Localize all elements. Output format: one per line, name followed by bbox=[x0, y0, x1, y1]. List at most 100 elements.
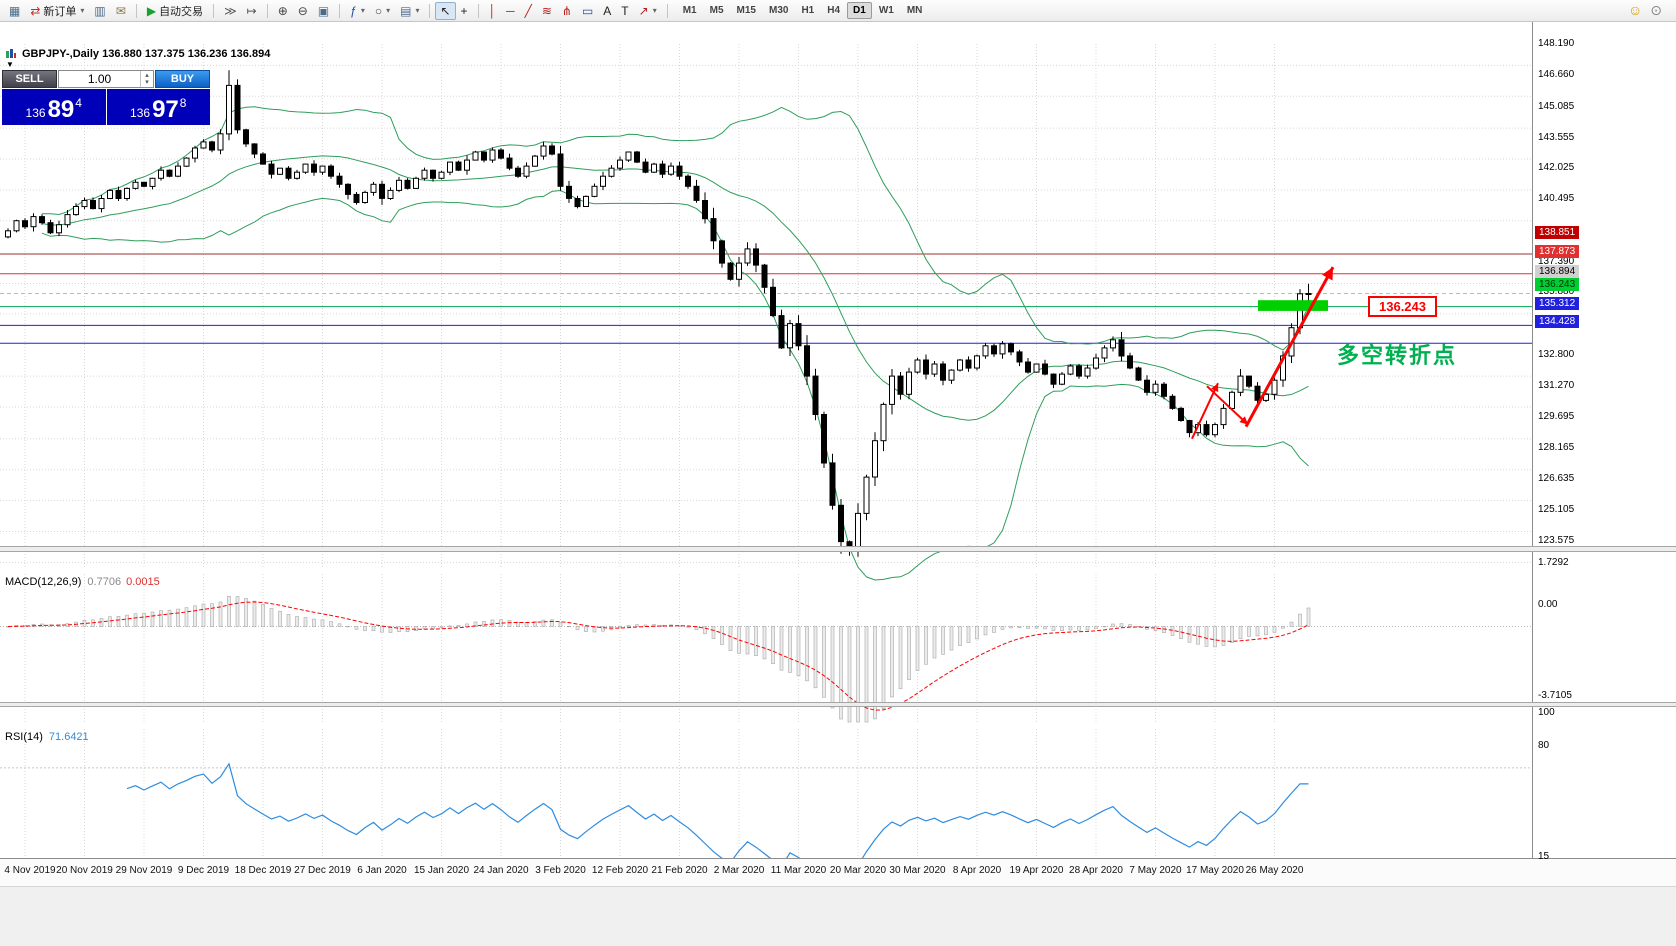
periods-icon[interactable]: ○ ▾ bbox=[370, 2, 395, 20]
time-axis-label: 15 Jan 2020 bbox=[413, 865, 470, 876]
trendline-icon[interactable]: ╱ bbox=[520, 2, 537, 20]
timeframe-m30[interactable]: M30 bbox=[768, 5, 789, 16]
arrows-icon-glyph: ↗ bbox=[638, 3, 649, 18]
auto-scroll-icon[interactable]: ≫ bbox=[219, 2, 242, 20]
scale-label: 142.025 bbox=[1538, 162, 1575, 174]
timeframe-d1[interactable]: D1 bbox=[847, 2, 872, 19]
channel-icon[interactable]: ≋ bbox=[537, 2, 557, 20]
timeframe-m5[interactable]: M5 bbox=[709, 5, 724, 16]
time-axis-label: 7 May 2020 bbox=[1129, 865, 1182, 876]
buy-button[interactable]: BUY bbox=[155, 70, 210, 88]
trend-arrow-3[interactable] bbox=[1244, 266, 1335, 428]
community-chat-icon[interactable]: ☺ bbox=[1627, 2, 1643, 18]
chart-window: GBPJPY-,Daily 136.880 137.375 136.236 13… bbox=[0, 22, 1676, 886]
indicators-icon[interactable]: ƒ ▾ bbox=[345, 2, 370, 20]
scale-label: 100 bbox=[1538, 706, 1555, 718]
volume-value[interactable]: 1.00 bbox=[87, 72, 112, 86]
panel-splitter-rsi[interactable] bbox=[0, 702, 1676, 707]
volume-spinner[interactable]: ▴ ▾ bbox=[140, 71, 153, 87]
time-axis-label: 2 Mar 2020 bbox=[713, 865, 765, 876]
timeframe-w1[interactable]: W1 bbox=[878, 5, 894, 16]
timeframe-toolbar: M1 M5 M15 M30 H1 H4 D1 W1 MN bbox=[677, 2, 929, 19]
timeframe-mn[interactable]: MN bbox=[906, 5, 923, 16]
arrows-icon[interactable]: ↗ ▾ bbox=[634, 2, 662, 20]
one-click-trading-panel: SELL 1.00 ▴ ▾ BUY 136 89 4 136 97 8 bbox=[2, 70, 210, 125]
price-callout-label[interactable]: 136.243 bbox=[1368, 296, 1437, 317]
shapes-icon[interactable]: ▭ bbox=[577, 2, 598, 20]
volume-up-icon[interactable]: ▴ bbox=[145, 72, 149, 79]
time-axis-label: 27 Dec 2019 bbox=[294, 865, 351, 876]
chart-window-icon[interactable]: ▥ bbox=[89, 2, 110, 20]
chart-shift-icon[interactable]: ↦ bbox=[242, 2, 262, 20]
buy-price-prefix: 136 bbox=[130, 106, 151, 120]
volume-field[interactable]: 1.00 ▴ ▾ bbox=[58, 70, 154, 88]
time-axis-label: 9 Dec 2019 bbox=[177, 865, 230, 876]
price-scale[interactable]: 148.190 146.660 145.085 143.555 142.025 140.4… bbox=[1532, 22, 1676, 862]
timeframe-h4[interactable]: H4 bbox=[827, 5, 841, 16]
buy-price-pip: 8 bbox=[179, 96, 187, 110]
zoom-out-icon-glyph: ⊖ bbox=[297, 3, 308, 18]
zoom-out-icon[interactable]: ⊖ bbox=[293, 2, 313, 20]
chart-shift-icon-glyph: ↦ bbox=[246, 3, 257, 18]
cursor-icon[interactable]: ↖ bbox=[435, 1, 456, 20]
scale-label: 125.105 bbox=[1538, 504, 1575, 515]
toolbar-separator bbox=[266, 3, 268, 18]
timeframe-m15[interactable]: M15 bbox=[736, 5, 756, 16]
one-click-collapse-icon[interactable]: ▼ bbox=[6, 60, 14, 69]
chart-ohlc-header: GBPJPY-,Daily 136.880 137.375 136.236 13… bbox=[5, 48, 270, 60]
scale-label: 129.695 bbox=[1538, 411, 1575, 423]
chart-plot[interactable] bbox=[0, 44, 1532, 908]
scale-label: 140.495 bbox=[1538, 193, 1575, 205]
periods-icon-glyph: ○ bbox=[374, 3, 383, 18]
text-label-icon[interactable]: T bbox=[616, 2, 633, 20]
volume-down-icon[interactable]: ▾ bbox=[145, 79, 149, 86]
mail-icon[interactable]: ✉ bbox=[111, 2, 131, 20]
trend-arrow-2[interactable] bbox=[1206, 385, 1249, 426]
turning-point-label[interactable]: 多空转折点 bbox=[1337, 343, 1458, 368]
timeframe-h1[interactable]: H1 bbox=[801, 5, 815, 16]
timeframe-m1[interactable]: M1 bbox=[682, 5, 697, 16]
fibonacci-icon[interactable]: ⋔ bbox=[557, 2, 577, 20]
rsi-line bbox=[126, 762, 1309, 879]
crosshair-icon[interactable]: + bbox=[456, 2, 473, 20]
chart-window-icon-glyph: ▥ bbox=[94, 3, 106, 18]
sell-price-pip: 4 bbox=[75, 96, 82, 110]
time-axis-label: 3 Feb 2020 bbox=[535, 865, 586, 876]
help-search-icon[interactable]: ⊙ bbox=[1650, 2, 1662, 18]
shapes-icon-glyph: ▭ bbox=[581, 3, 594, 18]
time-axis-label: 20 Nov 2019 bbox=[56, 865, 113, 876]
rsi-name: RSI(14) bbox=[5, 731, 43, 743]
text-icon[interactable]: A bbox=[598, 2, 616, 20]
scale-label: 128.165 bbox=[1538, 442, 1575, 454]
time-axis[interactable]: 4 Nov 2019 20 Nov 2019 29 Nov 2019 9 Dec 20… bbox=[0, 858, 1676, 886]
panel-splitter-macd[interactable] bbox=[0, 546, 1676, 552]
buy-price-big: 97 bbox=[152, 96, 179, 123]
new-order-button[interactable]: ⇄ 新订单 ▾ bbox=[25, 2, 89, 20]
time-axis-label: 18 Dec 2019 bbox=[234, 865, 292, 876]
sell-button[interactable]: SELL bbox=[2, 70, 57, 88]
new-order-button-icon: ⇄ bbox=[30, 3, 41, 18]
charts-grid-icon[interactable]: ▦ bbox=[4, 2, 25, 20]
main-toolbar: ▦ ⇄ 新订单 ▾ ▥ ✉ ▶ 自动交易 ≫ ↦ ⊕ ⊖ ▣ ƒ ▾ ○ ▾ ▤ ▾ ↖ + │ ─ ╱ ≋ ⋔ ▭ A T ↗ ▾ M1 M5… bbox=[0, 0, 1676, 22]
macd-histogram bbox=[6, 595, 1311, 723]
macd-indicator-header: MACD(12,26,9) 0.7706 0.0015 bbox=[5, 576, 160, 588]
time-axis-label: 12 Feb 2020 bbox=[591, 865, 649, 876]
time-axis-label: 19 Apr 2020 bbox=[1009, 865, 1064, 876]
cursor-icon-glyph: ↖ bbox=[440, 3, 451, 18]
templates-icon[interactable]: ▤ ▾ bbox=[395, 2, 424, 20]
tile-windows-icon[interactable]: ▣ bbox=[313, 2, 334, 20]
zoom-in-icon[interactable]: ⊕ bbox=[273, 2, 293, 20]
scale-label: 15 bbox=[1538, 850, 1550, 862]
horizontal-line-icon[interactable]: ─ bbox=[501, 2, 520, 20]
scale-label: 123.575 bbox=[1538, 534, 1575, 546]
auto-trading-button-label: 自动交易 bbox=[159, 5, 204, 18]
sell-price-display[interactable]: 136 89 4 bbox=[2, 89, 106, 125]
highlight-zone-rect[interactable] bbox=[1258, 300, 1328, 311]
vertical-line-icon[interactable]: │ bbox=[484, 2, 502, 20]
price-tag-136.243: 136.243 bbox=[1535, 278, 1580, 292]
buy-price-display[interactable]: 136 97 8 bbox=[106, 89, 210, 125]
sell-price-big: 89 bbox=[47, 96, 75, 123]
time-axis-label: 26 May 2020 bbox=[1245, 865, 1304, 876]
time-axis-label: 8 Apr 2020 bbox=[952, 865, 1002, 876]
auto-trading-button[interactable]: ▶ 自动交易 bbox=[142, 2, 208, 20]
